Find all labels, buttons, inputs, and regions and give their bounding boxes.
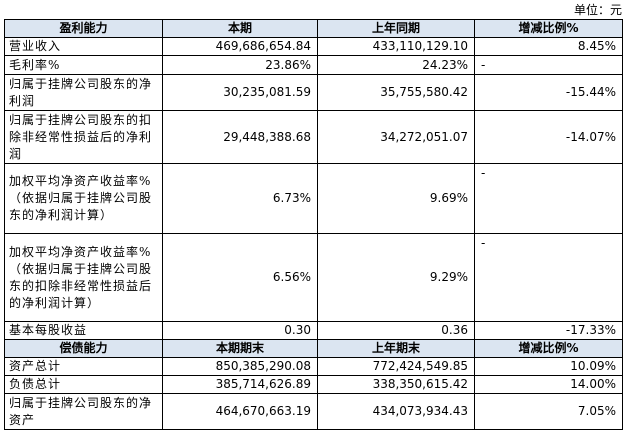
current-value: 29,448,388.68 xyxy=(162,110,318,164)
table-row: 基本每股收益 0.30 0.36 -17.33% xyxy=(4,321,623,340)
header-current-period: 本期 xyxy=(162,19,318,38)
change-value: 14.00% xyxy=(474,375,623,394)
header-change-pct: 增减比例% xyxy=(474,339,623,358)
previous-value: 433,110,129.10 xyxy=(317,37,475,56)
current-value: 850,385,290.08 xyxy=(162,357,318,376)
change-dash: - xyxy=(474,233,623,322)
header-prior-period: 上年同期 xyxy=(317,19,475,38)
profit-header-row: 盈利能力 本期 上年同期 增减比例% xyxy=(4,19,623,38)
row-label: 资产总计 xyxy=(4,357,163,376)
row-label: 基本每股收益 xyxy=(4,321,163,340)
row-label: 归属于挂牌公司股东的扣除非经常性损益后的净利润 xyxy=(4,110,163,164)
previous-value: 338,350,615.42 xyxy=(317,375,475,394)
header-profitability: 盈利能力 xyxy=(4,19,163,38)
header-prior-year-end: 上年期末 xyxy=(317,339,475,358)
header-solvency: 偿债能力 xyxy=(4,339,163,358)
table-row: 归属于挂牌公司股东的净利润 30,235,081.59 35,755,580.4… xyxy=(4,74,623,111)
current-value: 6.73% xyxy=(162,163,318,234)
current-value: 385,714,626.89 xyxy=(162,375,318,394)
table-row: 营业收入 469,686,654.84 433,110,129.10 8.45% xyxy=(4,37,623,56)
change-value: -14.07% xyxy=(474,110,623,164)
previous-value: 434,073,934.43 xyxy=(317,393,475,430)
current-value: 6.56% xyxy=(162,233,318,322)
previous-value: 9.29% xyxy=(317,233,475,322)
table-row: 资产总计 850,385,290.08 772,424,549.85 10.09… xyxy=(4,357,623,376)
row-label: 归属于挂牌公司股东的净利润 xyxy=(4,74,163,111)
unit-label: 单位：元 xyxy=(573,3,622,17)
change-value: 10.09% xyxy=(474,357,623,376)
header-period-end: 本期期末 xyxy=(162,339,318,358)
current-value: 469,686,654.84 xyxy=(162,37,318,56)
row-label: 营业收入 xyxy=(4,37,163,56)
previous-value: 34,272,051.07 xyxy=(317,110,475,164)
header-change-pct: 增减比例% xyxy=(474,19,623,38)
change-value: 7.05% xyxy=(474,393,623,430)
row-label: 加权平均净资产收益率%（依据归属于挂牌公司股东的扣除非经常性损益后的净利润计算） xyxy=(4,233,163,322)
row-label: 归属于挂牌公司股东的净资产 xyxy=(4,393,163,430)
solvency-header-row: 偿债能力 本期期末 上年期末 增减比例% xyxy=(4,339,623,358)
table-row: 加权平均净资产收益率%（依据归属于挂牌公司股东的扣除非经常性损益后的净利润计算）… xyxy=(4,233,623,322)
table-row: 加权平均净资产收益率%（依据归属于挂牌公司股东的净利润计算） 6.73% 9.6… xyxy=(4,163,623,234)
previous-value: 772,424,549.85 xyxy=(317,357,475,376)
change-dash: - xyxy=(474,163,623,234)
current-value: 23.86% xyxy=(162,55,318,75)
current-value: 0.30 xyxy=(162,321,318,340)
previous-value: 35,755,580.42 xyxy=(317,74,475,111)
table-row: 归属于挂牌公司股东的净资产 464,670,663.19 434,073,934… xyxy=(4,393,623,430)
current-value: 464,670,663.19 xyxy=(162,393,318,430)
current-value: 30,235,081.59 xyxy=(162,74,318,111)
previous-value: 9.69% xyxy=(317,163,475,234)
change-value: -15.44% xyxy=(474,74,623,111)
change-dash: - xyxy=(474,55,623,75)
financial-indicators-table: 盈利能力 本期 上年同期 增减比例% 营业收入 469,686,654.84 4… xyxy=(4,19,623,430)
row-label: 加权平均净资产收益率%（依据归属于挂牌公司股东的净利润计算） xyxy=(4,163,163,234)
table-row: 毛利率% 23.86% 24.23% - xyxy=(4,55,623,75)
change-value: 8.45% xyxy=(474,37,623,56)
table-row: 负债总计 385,714,626.89 338,350,615.42 14.00… xyxy=(4,375,623,394)
previous-value: 0.36 xyxy=(317,321,475,340)
row-label: 毛利率% xyxy=(4,55,163,75)
table-row: 归属于挂牌公司股东的扣除非经常性损益后的净利润 29,448,388.68 34… xyxy=(4,110,623,164)
row-label: 负债总计 xyxy=(4,375,163,394)
previous-value: 24.23% xyxy=(317,55,475,75)
change-value: -17.33% xyxy=(474,321,623,340)
